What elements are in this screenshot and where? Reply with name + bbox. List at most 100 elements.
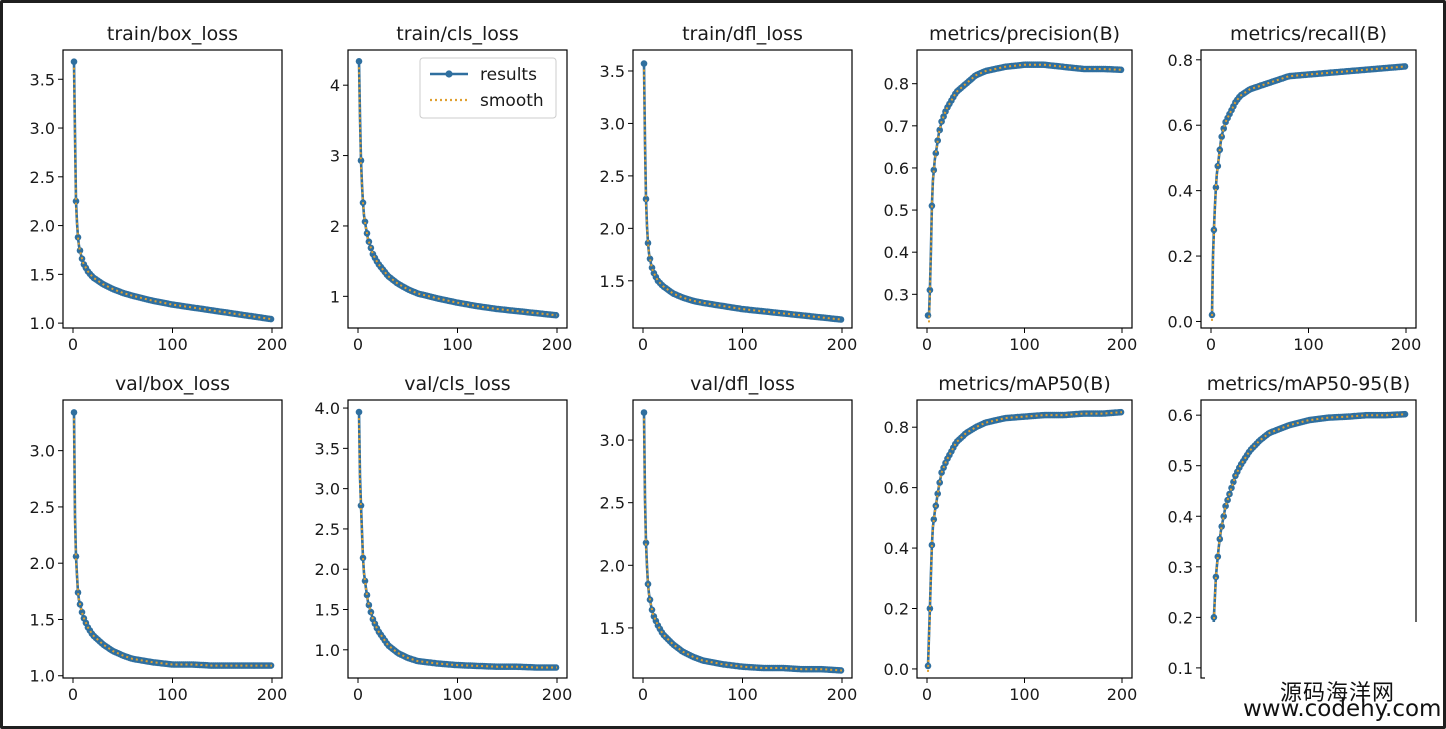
y-tick-label: 0.4 <box>884 243 909 262</box>
results-point <box>72 553 80 560</box>
x-tick-label: 200 <box>1107 685 1138 704</box>
panel-title: val/cls_loss <box>404 373 510 395</box>
results-point <box>78 608 86 616</box>
y-tick-label: 2.5 <box>600 494 625 513</box>
y-tick-label: 0.8 <box>884 418 909 437</box>
smooth-line <box>643 69 843 321</box>
x-tick-label: 100 <box>727 685 758 704</box>
y-tick-label: 0.4 <box>884 539 909 558</box>
results-point <box>70 409 78 416</box>
y-tick-label: 2.0 <box>600 219 625 238</box>
y-tick-label: 1.5 <box>600 619 625 638</box>
results-point <box>924 312 932 319</box>
results-point <box>365 601 373 609</box>
results-point <box>357 502 365 509</box>
results-point <box>361 577 369 585</box>
y-tick-label: 4 <box>330 76 340 95</box>
panel-title: train/box_loss <box>107 23 238 45</box>
y-tick-label: 0.7 <box>884 117 909 136</box>
x-tick-label: 100 <box>1009 685 1040 704</box>
smooth-line <box>1211 65 1407 321</box>
results-line <box>926 410 1123 666</box>
smooth-line <box>927 411 1123 672</box>
y-tick-label: 1.5 <box>30 265 55 284</box>
y-tick-label: 4.0 <box>315 399 340 418</box>
x-tick-label: 0 <box>353 685 363 704</box>
smooth-line <box>928 63 1123 323</box>
y-tick-label: 2.0 <box>315 560 340 579</box>
results-point <box>1401 410 1409 418</box>
x-tick-label: 0 <box>922 685 932 704</box>
results-point <box>361 218 369 225</box>
y-tick-label: 0.1 <box>1168 659 1193 678</box>
x-tick-label: 100 <box>157 685 188 704</box>
results-point <box>1218 133 1225 140</box>
y-tick-label: 0.8 <box>1168 51 1193 70</box>
x-tick-label: 200 <box>542 335 573 354</box>
axes-frame <box>62 49 283 329</box>
y-tick-label: 0.6 <box>884 159 909 178</box>
y-tick-label: 0.8 <box>884 75 909 94</box>
panel-0: train/box_loss 0 100 200 1.0 1.5 2.0 2.5 3.0 3.5 <box>30 23 288 354</box>
panel-3: metrics/precision(B) 0 100 200 0.3 0.4 0.5 0.6 0… <box>884 23 1138 354</box>
panel-2: train/dfl_loss 0 100 200 1.5 2.0 2.5 3.0 3.5 <box>600 23 858 354</box>
panel-title: val/box_loss <box>115 373 230 395</box>
x-tick-label: 200 <box>827 685 858 704</box>
y-tick-label: 3.5 <box>315 439 340 458</box>
results-point <box>1214 553 1222 560</box>
y-tick-label: 2.5 <box>30 168 55 187</box>
y-tick-label: 0.6 <box>884 479 909 498</box>
smooth-line <box>643 418 843 672</box>
y-tick-label: 1.0 <box>30 314 55 333</box>
results-point <box>1230 478 1237 486</box>
y-tick-label: 0.5 <box>884 201 909 220</box>
x-tick-label: 100 <box>727 335 758 354</box>
panel-title: train/dfl_loss <box>682 23 803 45</box>
x-tick-label: 200 <box>1391 335 1422 354</box>
x-tick-label: 100 <box>442 685 473 704</box>
results-point <box>1228 484 1235 492</box>
panel-1: train/cls_loss 0 100 200 1 2 3 4 results smooth <box>330 23 572 354</box>
y-tick-label: 2.5 <box>315 520 340 539</box>
y-tick-label: 1.5 <box>315 601 340 620</box>
y-tick-label: 0.4 <box>1168 507 1193 526</box>
x-tick-label: 100 <box>1293 335 1324 354</box>
y-tick-label: 3 <box>330 147 340 166</box>
results-point <box>74 589 82 596</box>
y-tick-label: 1 <box>330 287 340 306</box>
results-point <box>552 311 560 319</box>
y-tick-label: 3.0 <box>30 119 55 138</box>
panel-8: metrics/mAP50(B) 0 100 200 0.0 0.2 0.4 0.6 0.8 <box>884 373 1138 704</box>
results-point <box>74 234 82 241</box>
results-point <box>936 126 943 134</box>
x-tick-label: 0 <box>922 335 932 354</box>
legend-results-marker <box>445 70 453 78</box>
results-point <box>932 149 940 157</box>
panel-title: metrics/mAP50-95(B) <box>1207 373 1411 395</box>
results-point <box>1222 502 1229 510</box>
y-tick-label: 1.5 <box>600 272 625 291</box>
results-point <box>644 239 652 247</box>
x-tick-label: 0 <box>638 685 648 704</box>
results-line <box>642 412 843 672</box>
y-tick-label: 2.0 <box>600 556 625 575</box>
y-tick-label: 0.0 <box>1168 312 1193 331</box>
results-point <box>355 408 363 416</box>
y-tick-label: 0.3 <box>1168 558 1193 577</box>
results-point <box>926 605 934 612</box>
x-tick-label: 200 <box>257 685 288 704</box>
y-tick-label: 2.0 <box>30 554 55 573</box>
results-point <box>267 315 275 323</box>
y-tick-label: 3.0 <box>315 480 340 499</box>
results-point <box>646 255 654 263</box>
panel-5: val/box_loss 0 100 200 1.0 1.5 2.0 2.5 3.0 <box>30 373 288 704</box>
results-point <box>640 60 648 67</box>
results-point <box>837 316 845 323</box>
x-tick-label: 100 <box>1009 335 1040 354</box>
results-point <box>930 166 938 174</box>
y-tick-label: 3.0 <box>600 431 625 450</box>
y-tick-label: 0.6 <box>1168 406 1193 425</box>
results-point <box>72 197 80 205</box>
y-tick-label: 1.5 <box>30 610 55 629</box>
